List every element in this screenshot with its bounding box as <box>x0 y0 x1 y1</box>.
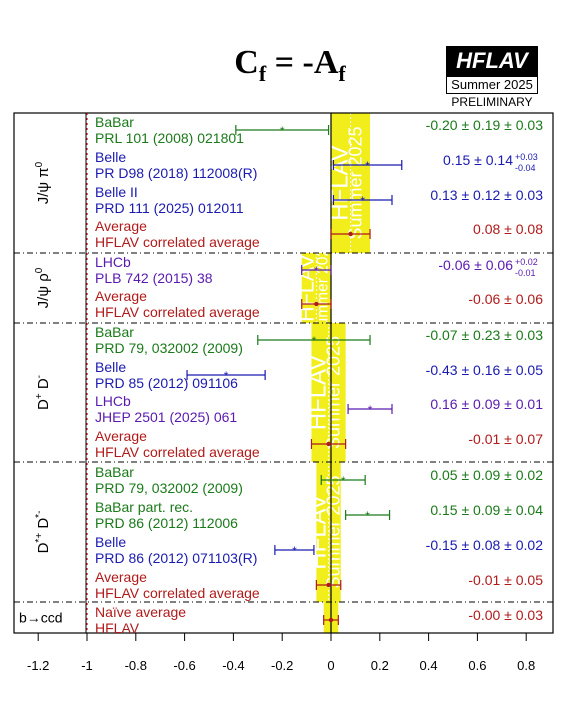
x-tick-label: -1 <box>81 658 93 673</box>
entry-name: Naïve average <box>95 604 186 620</box>
data-point <box>326 441 331 447</box>
band-watermark: HFLAV <box>294 253 318 321</box>
entry-result: 0.13 ± 0.12 ± 0.03 <box>430 187 543 203</box>
entry-reference: HFLAV correlated average <box>95 444 260 460</box>
hflav-logo: HFLAV Summer 2025 PRELIMINARY <box>446 46 538 109</box>
group-label: b→ccd <box>19 610 63 626</box>
data-point: * <box>341 474 346 488</box>
x-tick-label: -0.8 <box>125 658 147 673</box>
x-tick-label: 0.2 <box>371 658 389 673</box>
entry-reference: PRD 111 (2025) 012011 <box>95 200 244 216</box>
data-point: * <box>292 544 297 558</box>
entry-result: 0.16 ± 0.09 ± 0.01 <box>430 396 543 412</box>
data-point <box>326 582 331 588</box>
band-watermark-sub: Summer 2025 <box>324 336 344 449</box>
entry-result: -0.06 ± 0.06 <box>468 291 543 307</box>
entry-result: -0.43 ± 0.16 ± 0.05 <box>426 362 544 378</box>
entry-result: 0.15 ± 0.09 ± 0.04 <box>430 502 543 518</box>
entry-name: LHCb <box>95 393 131 409</box>
band-watermark-sub: Summer 2025 <box>346 126 366 239</box>
data-point: * <box>368 403 373 417</box>
entry-result: 0.08 ± 0.08 <box>473 221 543 237</box>
logo-mark: HFLAV <box>446 46 538 76</box>
entry-name: Belle <box>95 534 126 550</box>
x-tick-label: 0.4 <box>420 658 438 673</box>
entry-result: -0.15 ± 0.08 ± 0.02 <box>426 537 544 553</box>
x-tick-label: 0.6 <box>468 658 486 673</box>
entry-name: Belle <box>95 149 126 165</box>
data-point: * <box>365 159 370 173</box>
entry-result: -0.20 ± 0.19 ± 0.03 <box>426 117 544 133</box>
entry-name: Average <box>95 218 147 234</box>
band-watermark: HFLAV <box>305 494 332 570</box>
entry-name: LHCb <box>95 254 131 270</box>
data-point: * <box>280 124 285 138</box>
x-tick-label: -1.2 <box>27 658 49 673</box>
entry-reference: HFLAV <box>95 620 140 636</box>
average-band <box>301 253 331 323</box>
x-tick-label: 0.8 <box>517 658 535 673</box>
band-watermark-sub: Summer 2025 <box>324 475 344 588</box>
entry-name: Average <box>95 569 147 585</box>
chart-title: Cf = -Af <box>234 44 346 86</box>
entry-result: -0.00 ± 0.03 <box>468 607 543 623</box>
entry-reference: HFLAV correlated average <box>95 234 260 250</box>
entry-result: -0.01 ± 0.07 <box>468 431 543 447</box>
data-point: * <box>314 264 319 278</box>
group-label: J/ψ ρ0 <box>34 267 52 308</box>
x-tick-label: -0.6 <box>173 658 195 673</box>
entry-name: Belle <box>95 359 126 375</box>
data-point: * <box>312 334 317 348</box>
entry-reference: PLB 742 (2015) 38 <box>95 270 213 286</box>
entry-name: BaBar part. rec. <box>95 499 193 515</box>
entry-result-sup: +0.03 <box>515 152 538 162</box>
entry-name: BaBar <box>95 464 134 480</box>
entry-result-sup: +0.02 <box>515 257 538 267</box>
entry-result: -0.01 ± 0.05 <box>468 572 543 588</box>
x-tick-label: -0.2 <box>271 658 293 673</box>
entry-name: Average <box>95 288 147 304</box>
entry-reference: HFLAV correlated average <box>95 585 260 601</box>
entry-name: BaBar <box>95 324 134 340</box>
entry-result: -0.07 ± 0.23 ± 0.03 <box>426 327 544 343</box>
entry-reference: PRL 101 (2008) 021801 <box>95 130 244 146</box>
entry-reference: PRD 79, 032002 (2009) <box>95 480 243 496</box>
data-point: * <box>365 509 370 523</box>
entry-reference: HFLAV correlated average <box>95 304 260 320</box>
entry-reference: JHEP 2501 (2025) 061 <box>95 409 237 425</box>
entry-result: 0.15 ± 0.14 <box>443 152 513 168</box>
data-point: * <box>224 369 229 383</box>
entry-name: Belle II <box>95 184 138 200</box>
group-label: D+ D- <box>34 375 52 410</box>
entry-result-sub: -0.04 <box>515 163 536 173</box>
entry-result: 0.05 ± 0.09 ± 0.02 <box>430 467 543 483</box>
entry-reference: PRD 85 (2012) 091106 <box>95 375 238 391</box>
entry-name: BaBar <box>95 114 134 130</box>
group-label: D*+ D*- <box>34 511 52 554</box>
x-tick-label: 0 <box>327 658 334 673</box>
entry-reference: PRD 86 (2012) 112006 <box>95 515 238 531</box>
entry-result: -0.06 ± 0.06 <box>438 257 513 273</box>
band-watermark-sub: Summer 2025 <box>314 239 331 336</box>
entry-name: Average <box>95 428 147 444</box>
x-tick-label: -0.4 <box>222 658 244 673</box>
entry-reference: PRD 86 (2012) 071103(R) <box>95 550 257 566</box>
group-label: J/ψ π0 <box>34 161 52 204</box>
plot-frame <box>13 112 554 634</box>
data-point <box>348 231 353 237</box>
entry-result-sub: -0.01 <box>515 268 536 278</box>
data-point <box>314 301 319 307</box>
data-point: * <box>360 194 365 208</box>
logo-season: Summer 2025 <box>446 76 538 94</box>
entry-reference: PR D98 (2018) 112008(R) <box>95 165 257 181</box>
entry-reference: PRD 79, 032002 (2009) <box>95 340 243 356</box>
logo-status: PRELIMINARY <box>451 95 533 109</box>
band-watermark: HFLAV <box>305 355 332 431</box>
data-point <box>328 617 334 623</box>
